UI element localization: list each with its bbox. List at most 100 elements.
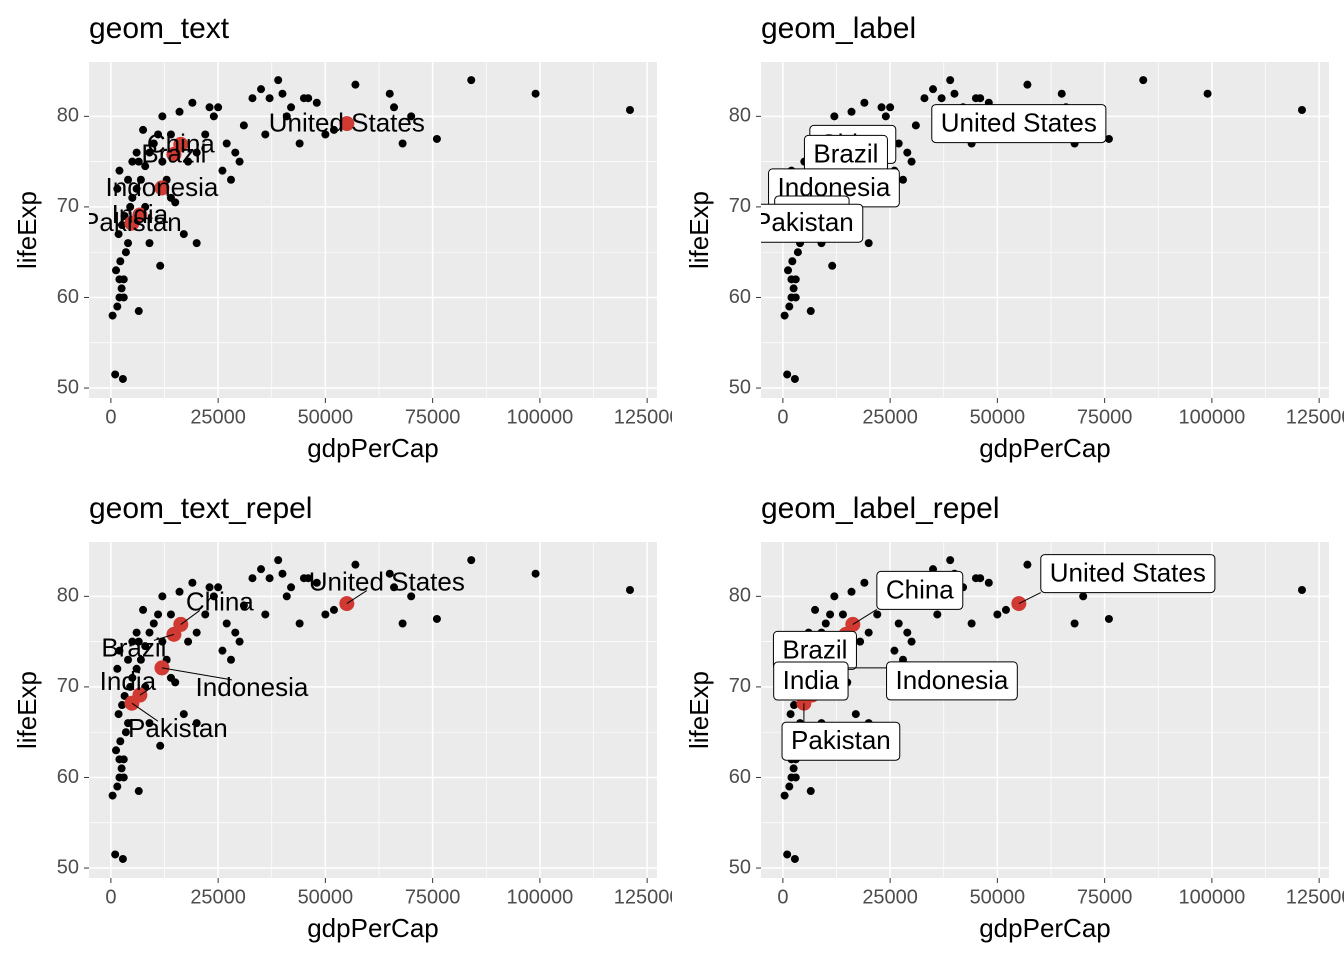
data-point bbox=[826, 610, 835, 619]
data-point bbox=[993, 610, 1002, 619]
data-point bbox=[407, 112, 416, 121]
data-point bbox=[119, 773, 128, 782]
data-point bbox=[531, 569, 540, 578]
data-point bbox=[261, 130, 270, 139]
data-point bbox=[398, 619, 407, 628]
panel-background bbox=[761, 542, 1329, 878]
data-point bbox=[192, 148, 201, 157]
data-point bbox=[911, 121, 920, 130]
data-point bbox=[929, 85, 938, 94]
point-label: Brazil bbox=[101, 632, 166, 662]
data-point bbox=[787, 275, 796, 284]
chart-title: geom_text bbox=[89, 12, 230, 45]
x-tick-label: 50000 bbox=[298, 886, 354, 908]
data-point bbox=[1001, 605, 1010, 614]
data-point bbox=[139, 605, 148, 614]
data-point bbox=[128, 637, 137, 646]
repel-segment bbox=[139, 689, 149, 696]
data-point bbox=[124, 239, 133, 248]
x-tick-label: 0 bbox=[777, 886, 788, 908]
x-axis-title: gdpPerCap bbox=[307, 913, 439, 943]
data-point bbox=[235, 637, 244, 646]
data-point bbox=[971, 574, 980, 583]
data-point bbox=[218, 646, 227, 655]
label-box bbox=[773, 661, 849, 701]
x-tick-label: 25000 bbox=[190, 406, 246, 428]
data-point bbox=[847, 587, 856, 596]
data-point bbox=[132, 664, 141, 673]
data-point bbox=[171, 678, 180, 687]
point-label: China bbox=[886, 574, 954, 604]
data-point bbox=[132, 184, 141, 193]
data-point bbox=[154, 180, 170, 196]
repel-segment bbox=[346, 590, 368, 605]
data-point bbox=[124, 695, 140, 711]
data-point bbox=[179, 230, 188, 239]
data-point bbox=[789, 284, 798, 293]
data-point bbox=[115, 166, 124, 175]
data-point bbox=[847, 107, 856, 116]
data-point bbox=[136, 655, 145, 664]
data-point bbox=[967, 619, 976, 628]
data-point bbox=[432, 614, 441, 623]
data-point bbox=[894, 619, 903, 628]
data-point bbox=[111, 370, 120, 379]
data-point bbox=[126, 202, 135, 211]
x-tick-label: 125000 bbox=[614, 886, 681, 908]
data-point bbox=[231, 148, 240, 157]
data-point bbox=[111, 850, 120, 859]
data-point bbox=[312, 98, 321, 107]
point-label: Indonesia bbox=[196, 672, 309, 702]
data-point bbox=[222, 139, 231, 148]
data-point bbox=[149, 619, 158, 628]
data-point bbox=[1057, 89, 1066, 98]
y-tick-label: 70 bbox=[729, 675, 751, 697]
data-point bbox=[329, 605, 338, 614]
x-tick-label: 125000 bbox=[614, 406, 681, 428]
data-point bbox=[209, 592, 218, 601]
chart-title: geom_label bbox=[761, 12, 916, 45]
data-point bbox=[121, 248, 130, 257]
data-point bbox=[780, 311, 789, 320]
y-tick-label: 60 bbox=[57, 766, 79, 788]
data-point bbox=[811, 605, 820, 614]
data-point bbox=[899, 175, 907, 184]
data-point bbox=[113, 664, 122, 673]
data-point bbox=[134, 637, 143, 646]
data-point bbox=[113, 184, 122, 193]
data-point bbox=[791, 773, 800, 782]
data-point bbox=[205, 103, 214, 112]
data-point bbox=[124, 655, 133, 664]
x-tick-label: 50000 bbox=[298, 406, 354, 428]
label-box bbox=[781, 721, 901, 761]
data-point bbox=[154, 130, 163, 139]
data-point bbox=[166, 146, 182, 162]
point-label: Indonesia bbox=[896, 665, 1009, 695]
panel-background bbox=[89, 542, 657, 878]
point-label: India bbox=[100, 666, 157, 696]
data-point bbox=[116, 257, 125, 266]
chart-title: geom_label_repel bbox=[761, 492, 1000, 525]
data-point bbox=[278, 569, 287, 578]
data-point bbox=[265, 94, 274, 103]
data-point bbox=[467, 556, 476, 565]
data-point bbox=[903, 148, 912, 157]
data-point bbox=[1104, 134, 1113, 143]
x-tick-label: 0 bbox=[105, 406, 116, 428]
data-point bbox=[265, 574, 274, 583]
data-point bbox=[407, 592, 416, 601]
data-point bbox=[886, 103, 895, 112]
data-point bbox=[873, 610, 882, 619]
data-point bbox=[141, 162, 150, 171]
data-point bbox=[108, 791, 117, 800]
data-point bbox=[117, 764, 126, 773]
chart-panel: 0 25000 50000 75000 100000 125000 50 60 70 80 geom… bbox=[684, 12, 1344, 463]
chart-panel: 0 25000 50000 75000 100000 125000 50 60 70 80 geom… bbox=[12, 12, 681, 463]
data-point bbox=[1104, 614, 1113, 623]
data-point bbox=[321, 610, 330, 619]
data-point bbox=[278, 89, 287, 98]
point-label: United States bbox=[309, 566, 465, 596]
data-point bbox=[145, 719, 154, 728]
label-box bbox=[886, 661, 1018, 701]
data-point bbox=[937, 94, 946, 103]
